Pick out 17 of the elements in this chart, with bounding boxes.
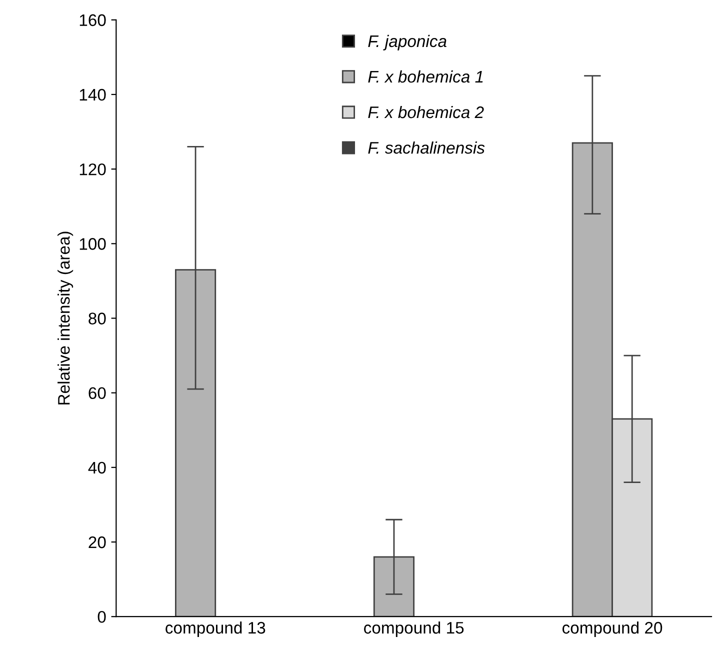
- legend-label: F. x bohemica 1: [368, 70, 483, 83]
- legend-label: F. sachalinensis: [368, 142, 485, 154]
- y-axis-title: Relative intensity (area): [58, 232, 74, 404]
- x-tick-label: compound 20: [562, 621, 662, 637]
- y-tick-label: 80: [88, 312, 106, 324]
- y-tick-label: 60: [88, 387, 106, 400]
- y-tick-label: 100: [80, 238, 106, 250]
- y-tick-label: 0: [98, 610, 106, 623]
- y-tick-label: 140: [80, 88, 106, 101]
- y-tick-label: 160: [80, 14, 106, 26]
- legend-label: F. x bohemica 2: [368, 106, 484, 118]
- y-tick-label: 40: [88, 462, 106, 474]
- x-tick-label: compound 13: [166, 621, 266, 637]
- y-tick-label: 120: [80, 163, 106, 176]
- x-tick-label: compound 15: [364, 621, 464, 637]
- y-tick-label: 20: [88, 536, 106, 548]
- legend-label: F. japonica: [368, 34, 446, 50]
